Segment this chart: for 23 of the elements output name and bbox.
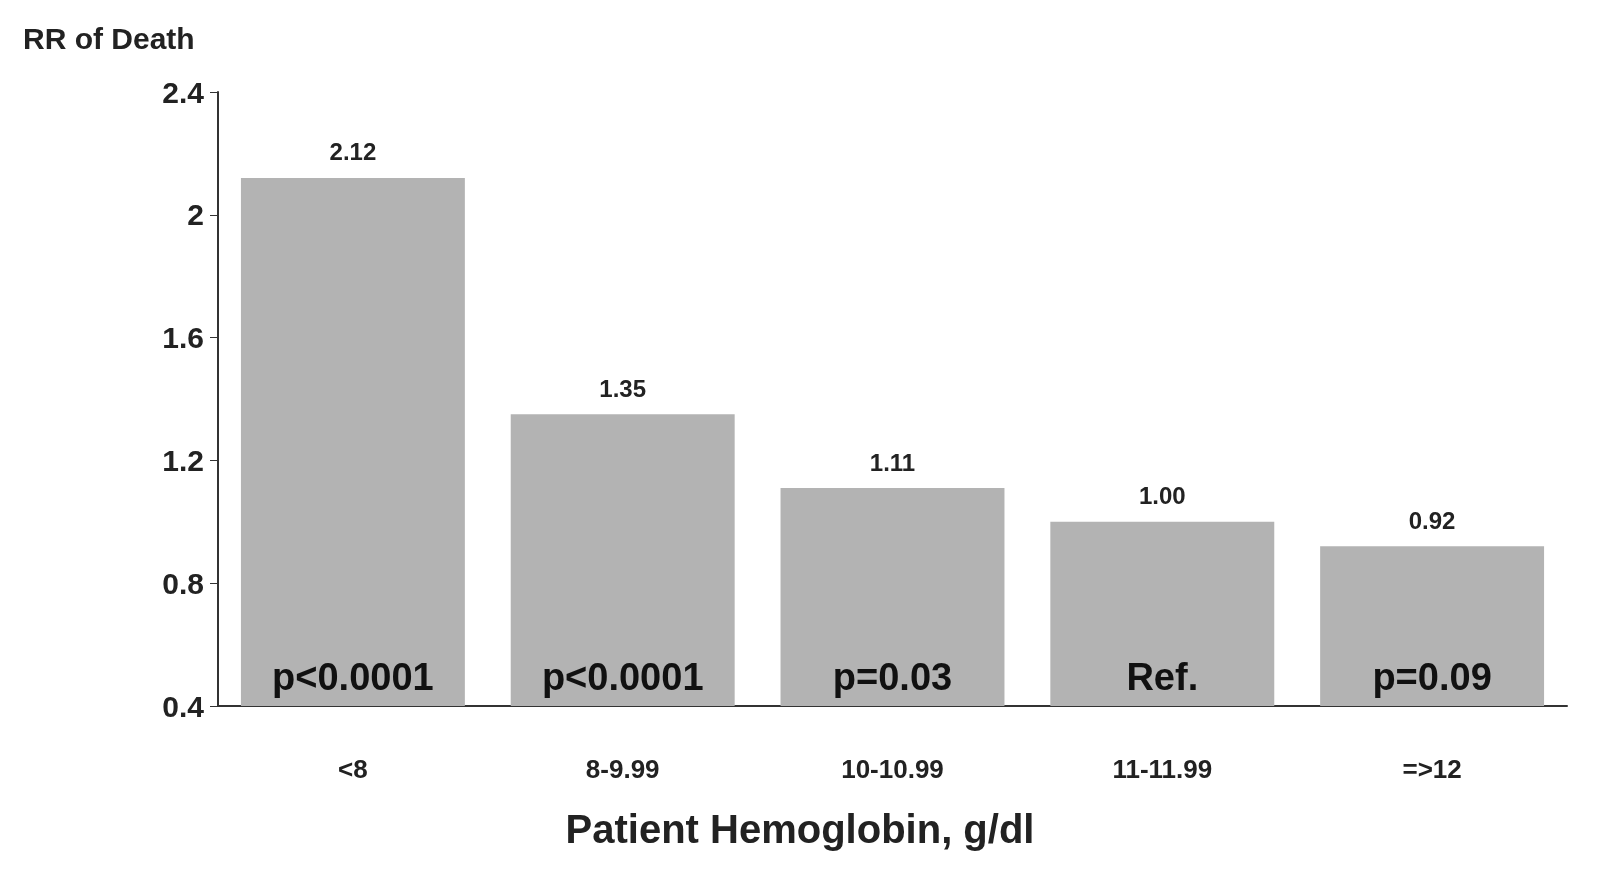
data-label: 1.00 xyxy=(1138,482,1186,510)
y-tick-label: 2.4 xyxy=(162,75,205,109)
annotation: p<0.0001 xyxy=(541,656,704,698)
y-axis-title: RR of Death xyxy=(23,21,195,55)
x-tick-label: =>12 xyxy=(1402,754,1462,784)
y-tick-label: 2 xyxy=(187,198,204,232)
x-tick-label: 11-11.99 xyxy=(1112,754,1213,784)
x-axis-title: Patient Hemoglobin, g/dl xyxy=(565,807,1035,851)
annotation: Ref. xyxy=(1126,656,1199,698)
annotation: p=0.03 xyxy=(832,656,953,698)
annotation: p=0.09 xyxy=(1372,656,1492,698)
y-tick-label: 0.8 xyxy=(162,566,204,600)
annotation: p<0.0001 xyxy=(272,656,434,698)
x-tick-label: 8-9.99 xyxy=(585,754,660,784)
y-tick-label: 0.4 xyxy=(162,689,205,723)
x-tick-label: 10-10.99 xyxy=(841,754,944,784)
data-label: 1.11 xyxy=(869,448,916,476)
data-label: 1.35 xyxy=(599,374,647,402)
data-label: 0.92 xyxy=(1408,506,1456,534)
y-tick-label: 1.6 xyxy=(162,321,204,355)
data-label: 2.12 xyxy=(329,138,377,166)
x-tick-label: <8 xyxy=(338,754,368,784)
y-tick-label: 1.2 xyxy=(162,443,204,477)
